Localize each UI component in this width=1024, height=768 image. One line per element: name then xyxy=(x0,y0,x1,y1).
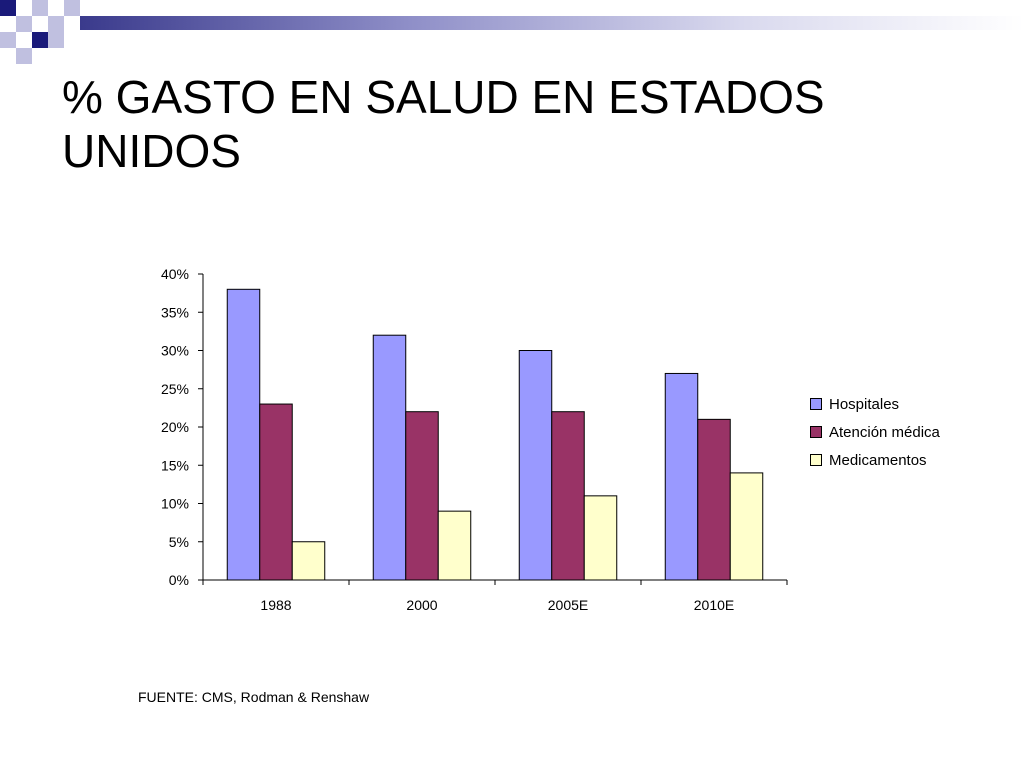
decoration-square xyxy=(32,32,48,48)
x-tick-label: 1988 xyxy=(260,597,291,613)
y-tick-label: 15% xyxy=(161,457,189,473)
y-tick-label: 0% xyxy=(169,572,189,588)
y-tick-label: 25% xyxy=(161,381,189,397)
decoration-square xyxy=(48,16,64,32)
bar-atenci-n-m-dica-2000 xyxy=(405,411,439,581)
y-tick-label: 40% xyxy=(161,266,189,282)
y-tick-label: 30% xyxy=(161,343,189,359)
decoration-square xyxy=(16,16,32,32)
bar-medicamentos-2000 xyxy=(437,510,472,581)
x-tick-label: 2010E xyxy=(694,597,734,613)
legend-label-atencion: Atención médica xyxy=(829,423,940,441)
chart-legend: Hospitales Atención médica Medicamentos xyxy=(810,390,940,474)
slide-title: % GASTO EN SALUD EN ESTADOS UNIDOS xyxy=(62,71,825,177)
bar-hospitales-2000 xyxy=(372,334,407,581)
x-tick-label: 2000 xyxy=(406,597,437,613)
legend-swatch-atencion xyxy=(810,426,822,438)
bar-hospitales-1988 xyxy=(226,288,261,581)
source-note: FUENTE: CMS, Rodman & Renshaw xyxy=(138,689,370,705)
bar-medicamentos-2010e xyxy=(729,472,764,581)
x-tick-label: 2005E xyxy=(548,597,588,613)
plot-area: 0% 5% 10% 15% 20% 25% 30% 35% 40% 1988 2000 2005E 20… xyxy=(161,266,788,613)
y-tick-label: 10% xyxy=(161,496,189,512)
bar-medicamentos-2005e xyxy=(583,495,618,581)
title-decoration-bar xyxy=(80,16,1024,30)
legend-swatch-medicamentos xyxy=(810,454,822,466)
bar-hospitales-2010e xyxy=(664,372,699,581)
decoration-square xyxy=(0,0,16,16)
bar-atenci-n-m-dica-2010e xyxy=(697,418,731,581)
bar-medicamentos-1988 xyxy=(291,541,326,581)
legend-item-medicamentos: Medicamentos xyxy=(810,446,940,474)
legend-swatch-hospitales xyxy=(810,398,822,410)
bar-atenci-n-m-dica-1988 xyxy=(259,403,293,581)
decoration-square xyxy=(48,32,64,48)
decoration-square xyxy=(0,32,16,48)
decoration-square xyxy=(64,0,80,16)
bar-hospitales-2005e xyxy=(518,350,553,581)
y-tick-label: 5% xyxy=(169,534,189,550)
y-tick-label: 35% xyxy=(161,304,189,320)
bar-atenci-n-m-dica-2005e xyxy=(551,411,585,581)
legend-item-atencion: Atención médica xyxy=(810,418,940,446)
y-tick-label: 20% xyxy=(161,419,189,435)
decoration-square xyxy=(16,48,32,64)
decoration-square xyxy=(32,0,48,16)
legend-item-hospitales: Hospitales xyxy=(810,390,940,418)
legend-label-medicamentos: Medicamentos xyxy=(829,451,927,469)
legend-label-hospitales: Hospitales xyxy=(829,395,900,413)
